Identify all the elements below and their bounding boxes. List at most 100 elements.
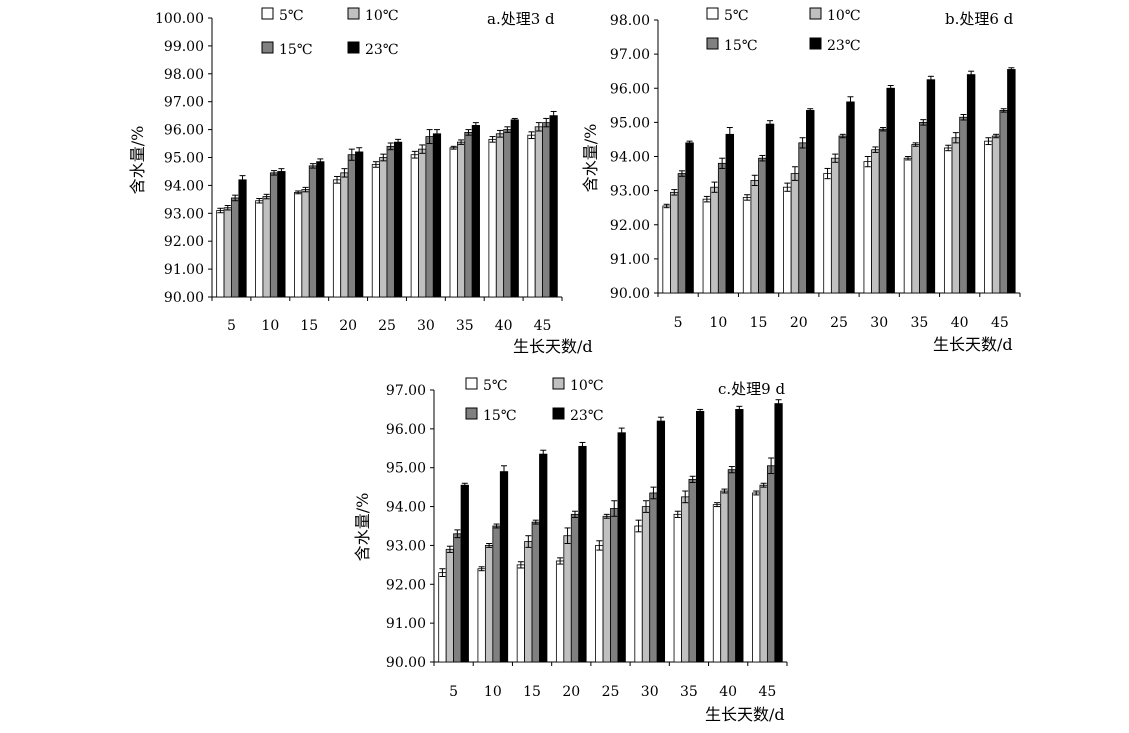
x-tick-label: 35 [911, 315, 929, 331]
bar-5c-day30 [863, 161, 872, 294]
bar-5c-day20 [332, 179, 342, 298]
bar-23c-day30 [656, 420, 666, 663]
bar-23c-day15 [539, 453, 548, 663]
bar-23c-day10 [725, 133, 735, 294]
bar-23c-day35 [695, 410, 705, 663]
y-tick-label: 90.00 [386, 655, 426, 671]
bar-5c-day35 [903, 157, 913, 294]
bar-15c-day10 [269, 172, 279, 298]
bar-10c-day25 [379, 157, 388, 298]
bar-10c-day40 [951, 137, 961, 294]
legend-label: 5℃ [483, 378, 508, 394]
y-axis-label: 含水量/% [581, 124, 600, 193]
legend-label: 5℃ [724, 8, 749, 24]
y-tick-label: 90.00 [164, 290, 204, 306]
bar-10c-day10 [484, 545, 494, 663]
bar-23c-day40 [510, 119, 519, 298]
bar-5c-day35 [449, 147, 458, 298]
bar-23c-day30 [432, 133, 442, 298]
legend-swatch-23c [809, 37, 822, 50]
x-tick-label: 30 [417, 318, 435, 334]
y-tick-label: 92.00 [164, 234, 204, 250]
y-tick-label: 96.00 [164, 123, 204, 139]
y-tick-label: 92.00 [386, 577, 426, 593]
bar-15c-day10 [717, 162, 727, 294]
legend-label: 5℃ [279, 8, 304, 24]
y-tick-label: 99.00 [164, 39, 204, 55]
bar-15c-day5 [453, 533, 462, 663]
bar-15c-day40 [503, 129, 512, 298]
panel-title: b.处理6 d [945, 10, 1014, 28]
bar-15c-day30 [878, 128, 888, 294]
bar-5c-day10 [255, 200, 264, 298]
bar-15c-day45 [542, 122, 551, 298]
bar-23c-day5 [460, 484, 469, 663]
bar-15c-day40 [727, 469, 737, 663]
bar-15c-day15 [308, 165, 318, 298]
bar-23c-day25 [846, 101, 855, 294]
y-axis-label: 含水量/% [128, 126, 147, 195]
chart-panel-0: 90.00 91.00 92.00 93.00 94.00 95.00 96.00 97.00… [128, 7, 593, 356]
bar-15c-day20 [347, 154, 356, 298]
bar-5c-day40 [943, 147, 953, 294]
bar-5c-day25 [595, 545, 604, 663]
bar-23c-day10 [277, 171, 286, 298]
bar-10c-day45 [534, 126, 543, 298]
legend-swatch-10c [809, 7, 822, 20]
x-tick-label: 20 [790, 315, 808, 331]
bar-23c-day45 [549, 115, 558, 298]
bar-23c-day40 [735, 409, 744, 663]
bar-10c-day45 [991, 135, 1001, 294]
bar-5c-day45 [752, 492, 761, 663]
y-tick-label: 93.00 [610, 184, 650, 200]
x-tick-label: 25 [378, 318, 396, 334]
bar-15c-day15 [531, 521, 540, 663]
legend-label: 23℃ [570, 408, 603, 424]
bar-5c-day10 [477, 568, 486, 663]
bar-23c-day40 [966, 74, 976, 294]
legend-label: 10℃ [827, 8, 860, 24]
legend-label: 10℃ [365, 8, 398, 24]
bar-10c-day35 [681, 496, 690, 663]
bar-5c-day10 [702, 198, 712, 294]
legend-swatch-5c [261, 7, 274, 20]
bar-10c-day30 [418, 148, 427, 298]
bar-5c-day45 [527, 134, 536, 298]
bar-10c-day5 [445, 548, 455, 663]
bar-10c-day40 [720, 490, 729, 663]
bar-5c-day25 [823, 173, 832, 294]
x-tick-label: 15 [300, 318, 318, 334]
bar-5c-day25 [371, 164, 381, 298]
bar-23c-day20 [578, 445, 587, 663]
bar-10c-day25 [830, 157, 840, 294]
legend-swatch-15c [261, 41, 274, 54]
legend-swatch-23c [347, 41, 360, 54]
bar-15c-day25 [838, 135, 848, 294]
bar-15c-day45 [766, 465, 776, 663]
bar-15c-day35 [688, 478, 697, 663]
x-tick-label: 10 [709, 315, 727, 331]
bar-10c-day40 [495, 133, 505, 298]
x-tick-label: 5 [227, 318, 236, 334]
y-tick-label: 90.00 [610, 286, 650, 302]
bar-23c-day25 [617, 432, 626, 663]
bar-10c-day10 [710, 186, 719, 294]
x-axis-label: 生长天数/d [513, 337, 593, 356]
bar-10c-day15 [750, 179, 759, 294]
legend-swatch-15c [465, 407, 478, 420]
bar-5c-day20 [783, 186, 792, 294]
x-tick-label: 5 [674, 315, 683, 331]
chart-panel-1: 90.00 91.00 92.00 93.00 94.00 95.00 96.00 97.00… [581, 7, 1021, 354]
bar-15c-day45 [999, 110, 1008, 294]
y-tick-label: 97.00 [386, 383, 426, 399]
y-tick-label: 91.00 [386, 616, 426, 632]
bar-10c-day20 [790, 173, 800, 294]
bar-5c-day5 [662, 205, 671, 294]
bar-10c-day25 [602, 515, 611, 663]
legend-swatch-15c [706, 37, 719, 50]
y-tick-label: 93.00 [386, 538, 426, 554]
y-tick-label: 95.00 [386, 461, 426, 477]
y-tick-label: 91.00 [610, 252, 650, 268]
legend-swatch-10c [552, 377, 565, 390]
